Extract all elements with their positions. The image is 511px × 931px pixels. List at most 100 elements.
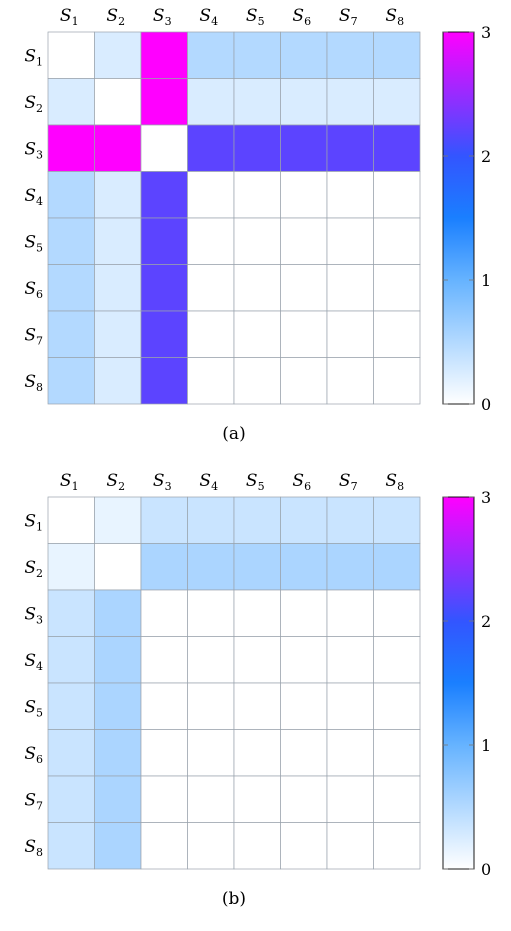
heatmap-cell (233, 543, 281, 591)
column-label-sub: 4 (211, 480, 218, 493)
row-label-base: S (24, 186, 36, 206)
heatmap-cell (94, 589, 142, 637)
column-label: S7 (339, 6, 358, 28)
row-label-base: S (24, 651, 36, 671)
heatmap-cell (94, 775, 142, 823)
heatmap-cell (280, 496, 328, 544)
colorbar-tick-label: 0 (481, 395, 491, 414)
column-label-base: S (60, 471, 72, 491)
column-label-base: S (199, 6, 211, 26)
column-label-base: S (246, 6, 258, 26)
heatmap-cell (140, 543, 188, 591)
heatmap-cell (47, 682, 95, 730)
heatmap-cell (47, 31, 95, 79)
heatmap-cell (326, 171, 374, 219)
column-label: S6 (292, 471, 311, 493)
colorbar-tick-label: 1 (481, 271, 491, 290)
heatmap-cell (94, 496, 142, 544)
column-label-base: S (60, 6, 72, 26)
heatmap-cell (373, 543, 421, 591)
row-label: S7 (24, 790, 43, 812)
row-label-sub: 1 (36, 55, 43, 68)
heatmap-cell (47, 124, 95, 172)
heatmap-cell (187, 589, 235, 637)
heatmap-cell (326, 682, 374, 730)
row-label-base: S (24, 46, 36, 66)
heatmap-cell (233, 775, 281, 823)
heatmap-cell (140, 496, 188, 544)
row-label-sub: 7 (36, 799, 43, 812)
heatmap-cell (140, 822, 188, 870)
heatmap-cell (187, 310, 235, 358)
row-label-base: S (24, 279, 36, 299)
heatmap-cell (140, 217, 188, 265)
heatmap-cell (187, 31, 235, 79)
column-label-sub: 2 (118, 480, 125, 493)
heatmap-cell (280, 636, 328, 684)
heatmap-cell (233, 589, 281, 637)
row-label-sub: 3 (36, 148, 43, 161)
row-label-base: S (24, 744, 36, 764)
heatmap-cell (326, 775, 374, 823)
heatmap-cell (140, 310, 188, 358)
heatmap-cell (233, 822, 281, 870)
heatmap-cell (47, 78, 95, 126)
column-label: S6 (292, 6, 311, 28)
colorbar-tick-label: 2 (481, 147, 491, 166)
heatmap-cell (233, 124, 281, 172)
column-label: S1 (60, 6, 79, 28)
row-label-base: S (24, 232, 36, 252)
column-label-base: S (153, 471, 165, 491)
panel-caption: (a) (222, 424, 245, 444)
row-label-sub: 1 (36, 520, 43, 533)
heatmap-cell (280, 124, 328, 172)
heatmap-cell (233, 31, 281, 79)
heatmap-cell (233, 310, 281, 358)
heatmap-cell (140, 357, 188, 405)
column-label: S5 (246, 471, 265, 493)
row-label-base: S (24, 604, 36, 624)
column-label-sub: 7 (351, 15, 358, 28)
row-label: S6 (24, 744, 43, 766)
heatmap-cell (47, 636, 95, 684)
heatmap-cell (373, 822, 421, 870)
colorbar (442, 31, 475, 405)
heatmap-cell (280, 822, 328, 870)
heatmap-cell (280, 589, 328, 637)
heatmap-cell (326, 357, 374, 405)
column-label: S3 (153, 471, 172, 493)
row-label-sub: 4 (36, 195, 43, 208)
row-label: S4 (24, 186, 43, 208)
column-label-sub: 6 (304, 480, 311, 493)
heatmap-cell (373, 31, 421, 79)
column-label-sub: 2 (118, 15, 125, 28)
heatmap-cell (187, 729, 235, 777)
heatmap-cell (140, 589, 188, 637)
heatmap-cell (280, 78, 328, 126)
heatmap-cell (326, 543, 374, 591)
column-label-base: S (385, 6, 397, 26)
column-label-sub: 5 (258, 15, 265, 28)
row-label: S2 (24, 558, 43, 580)
heatmap-cell (94, 310, 142, 358)
heatmap-cell (373, 636, 421, 684)
heatmap-cell (233, 496, 281, 544)
column-label-sub: 4 (211, 15, 218, 28)
heatmap-cell (140, 264, 188, 312)
row-label-sub: 6 (36, 288, 43, 301)
column-label: S2 (106, 6, 125, 28)
heatmap-cell (280, 729, 328, 777)
heatmap-cell (140, 78, 188, 126)
heatmap-cell (187, 264, 235, 312)
row-label-base: S (24, 325, 36, 345)
colorbar-tick-label: 0 (481, 860, 491, 879)
colorbar-tick-label: 3 (481, 23, 491, 42)
colorbar (442, 496, 475, 870)
heatmap-cell (326, 822, 374, 870)
column-label-sub: 3 (165, 480, 172, 493)
column-label-sub: 8 (397, 480, 404, 493)
heatmap-cell (233, 729, 281, 777)
row-label-base: S (24, 93, 36, 113)
column-label: S1 (60, 471, 79, 493)
